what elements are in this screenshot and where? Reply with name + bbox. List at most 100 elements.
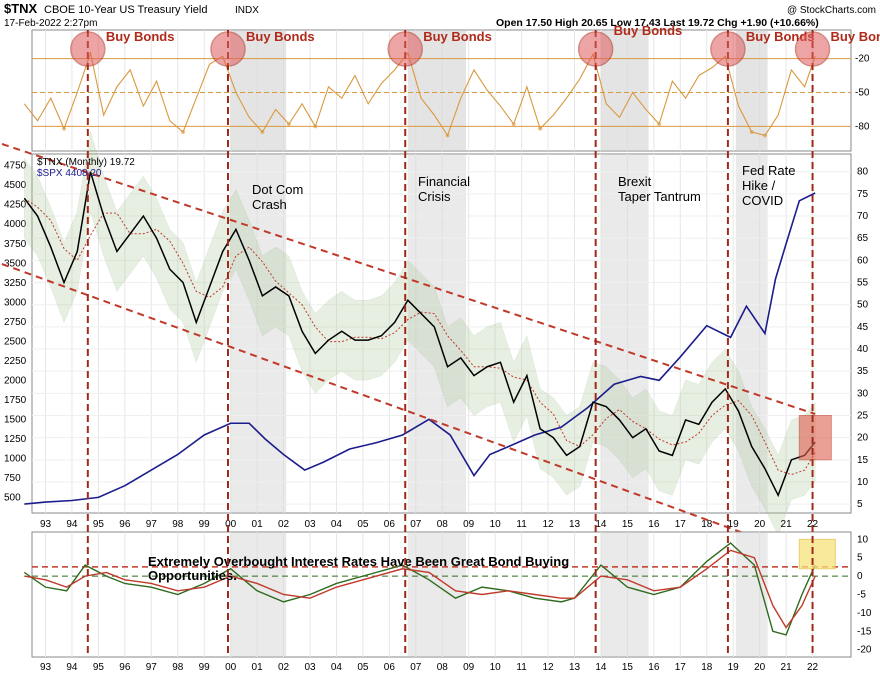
macd-annotation-line1: Extremely Overbought Interest Rates Have… xyxy=(148,554,569,569)
event-annotation: Taper Tantrum xyxy=(618,189,701,204)
macd-x-tick: 07 xyxy=(410,662,422,673)
event-shade xyxy=(230,155,287,512)
macd-right-tick: 0 xyxy=(857,571,863,582)
macd-x-tick: 22 xyxy=(807,662,819,673)
price-left-tick: 3500 xyxy=(4,258,27,269)
price-x-tick: 08 xyxy=(437,519,449,530)
macd-line xyxy=(23,542,816,636)
macd-x-tick: 00 xyxy=(225,662,237,673)
annotation-overlay: Buy Bonds Buy Bonds Buy Bonds Buy Bonds Buy … xyxy=(70,23,880,657)
header-quote: Open 17.50 High 20.65 Low 17.43 Last 19.… xyxy=(496,17,819,29)
macd-x-tick: 03 xyxy=(304,662,316,673)
macd-x-tick: 19 xyxy=(728,662,740,673)
event-shade xyxy=(407,533,467,656)
macd-x-tick: 10 xyxy=(490,662,502,673)
price-left-tick: 1500 xyxy=(4,414,27,425)
buy-signal-circle xyxy=(710,31,746,67)
bollinger-band xyxy=(24,131,816,536)
macd-x-tick: 21 xyxy=(781,662,793,673)
price-x-tick: 97 xyxy=(146,519,158,530)
price-x-tick: 10 xyxy=(490,519,502,530)
price-right-tick: 25 xyxy=(857,410,869,421)
price-left-tick: 4250 xyxy=(4,200,27,211)
rsi-oversold-point xyxy=(749,130,754,135)
price-left-tick: 500 xyxy=(4,492,21,503)
price-x-tick: 96 xyxy=(119,519,131,530)
header-exchange: INDX xyxy=(235,5,259,16)
event-shade xyxy=(735,155,768,512)
price-right-tick: 30 xyxy=(857,388,869,399)
event-annotation: Dot Com xyxy=(252,182,303,197)
price-x-tick: 07 xyxy=(410,519,422,530)
event-annotation: COVID xyxy=(742,193,783,208)
macd-right-tick: 5 xyxy=(857,553,863,564)
macd-x-tick: 99 xyxy=(199,662,211,673)
macd-x-tick: 04 xyxy=(331,662,343,673)
price-left-tick: 4500 xyxy=(4,180,27,191)
rsi-oversold-point xyxy=(657,122,662,127)
watermark: @ StockCharts.com xyxy=(787,5,876,16)
price-right-tick: 5 xyxy=(857,499,863,510)
macd-x-tick: 09 xyxy=(463,662,475,673)
price-left-tick: 4000 xyxy=(4,219,27,230)
buy-bonds-label: Buy Bonds xyxy=(106,29,175,44)
tnx-line xyxy=(23,171,816,498)
price-x-tick: 99 xyxy=(199,519,211,530)
macd-right-tick: -15 xyxy=(857,626,872,637)
rsi-oversold-point xyxy=(445,133,450,138)
legend-spx: $SPX 4408.20 xyxy=(37,168,102,179)
price-x-tick: 06 xyxy=(384,519,396,530)
price-right-tick: 10 xyxy=(857,477,869,488)
price-x-tick: 98 xyxy=(172,519,184,530)
price-right-tick: 60 xyxy=(857,255,869,266)
rsi-line xyxy=(23,50,816,137)
buy-bonds-label: Buy Bonds xyxy=(423,29,492,44)
header-description: CBOE 10-Year US Treasury Yield xyxy=(44,4,207,16)
price-right-tick: 35 xyxy=(857,366,869,377)
macd-x-tick: 18 xyxy=(701,662,713,673)
channel-upper-line xyxy=(1,143,816,415)
price-x-tick: 15 xyxy=(622,519,634,530)
price-x-tick: 93 xyxy=(40,519,52,530)
rsi-oversold-point xyxy=(260,130,265,135)
buy-signal-circle xyxy=(577,31,614,67)
price-panel: 4750450042504000375035003250300027502500… xyxy=(1,131,869,538)
price-right-tick: 55 xyxy=(857,278,869,289)
price-right-tick: 50 xyxy=(857,300,869,311)
buy-signal-circle xyxy=(387,31,423,67)
price-left-tick: 2500 xyxy=(4,336,27,347)
macd-right-tick: -5 xyxy=(857,590,866,601)
header-date: 17-Feb-2022 2:27pm xyxy=(4,18,97,29)
legend-tnx: $TNX (Monthly) 19.72 xyxy=(37,157,135,168)
buy-bonds-label: Buy Bonds xyxy=(831,29,880,44)
price-x-tick: 00 xyxy=(225,519,237,530)
rsi-oversold-point xyxy=(181,130,186,135)
event-shade xyxy=(230,533,287,656)
macd-x-tick: 05 xyxy=(357,662,369,673)
price-right-tick: 15 xyxy=(857,455,869,466)
price-x-tick: 16 xyxy=(648,519,660,530)
macd-highlight-box xyxy=(798,538,836,570)
macd-panel: 93 94 95 96 97 98 99 00 01 02 03 04 05 06 07 08 09 10 11 12… xyxy=(23,531,872,673)
macd-x-tick: 14 xyxy=(595,662,607,673)
macd-x-tick: 01 xyxy=(252,662,264,673)
price-x-tick: 02 xyxy=(278,519,290,530)
price-x-tick: 04 xyxy=(331,519,343,530)
event-annotation: Fed Rate xyxy=(742,163,795,178)
macd-x-tick: 96 xyxy=(119,662,131,673)
price-x-tick: 11 xyxy=(516,519,527,530)
price-right-tick: 40 xyxy=(857,344,869,355)
tnx-moving-average xyxy=(24,197,816,476)
rsi-tick-label: -20 xyxy=(855,54,870,65)
macd-right-tick: -10 xyxy=(857,608,872,619)
buy-bonds-label: Buy Bonds xyxy=(614,23,683,38)
price-x-tick: 20 xyxy=(754,519,766,530)
rsi-oversold-point xyxy=(538,126,543,131)
rsi-oversold-point xyxy=(62,126,67,131)
rsi-tick-label: -50 xyxy=(855,88,870,99)
macd-right-tick: 10 xyxy=(857,534,869,545)
price-x-tick: 13 xyxy=(569,519,581,530)
buy-signal-circle xyxy=(210,31,246,67)
price-right-tick: 65 xyxy=(857,233,869,244)
